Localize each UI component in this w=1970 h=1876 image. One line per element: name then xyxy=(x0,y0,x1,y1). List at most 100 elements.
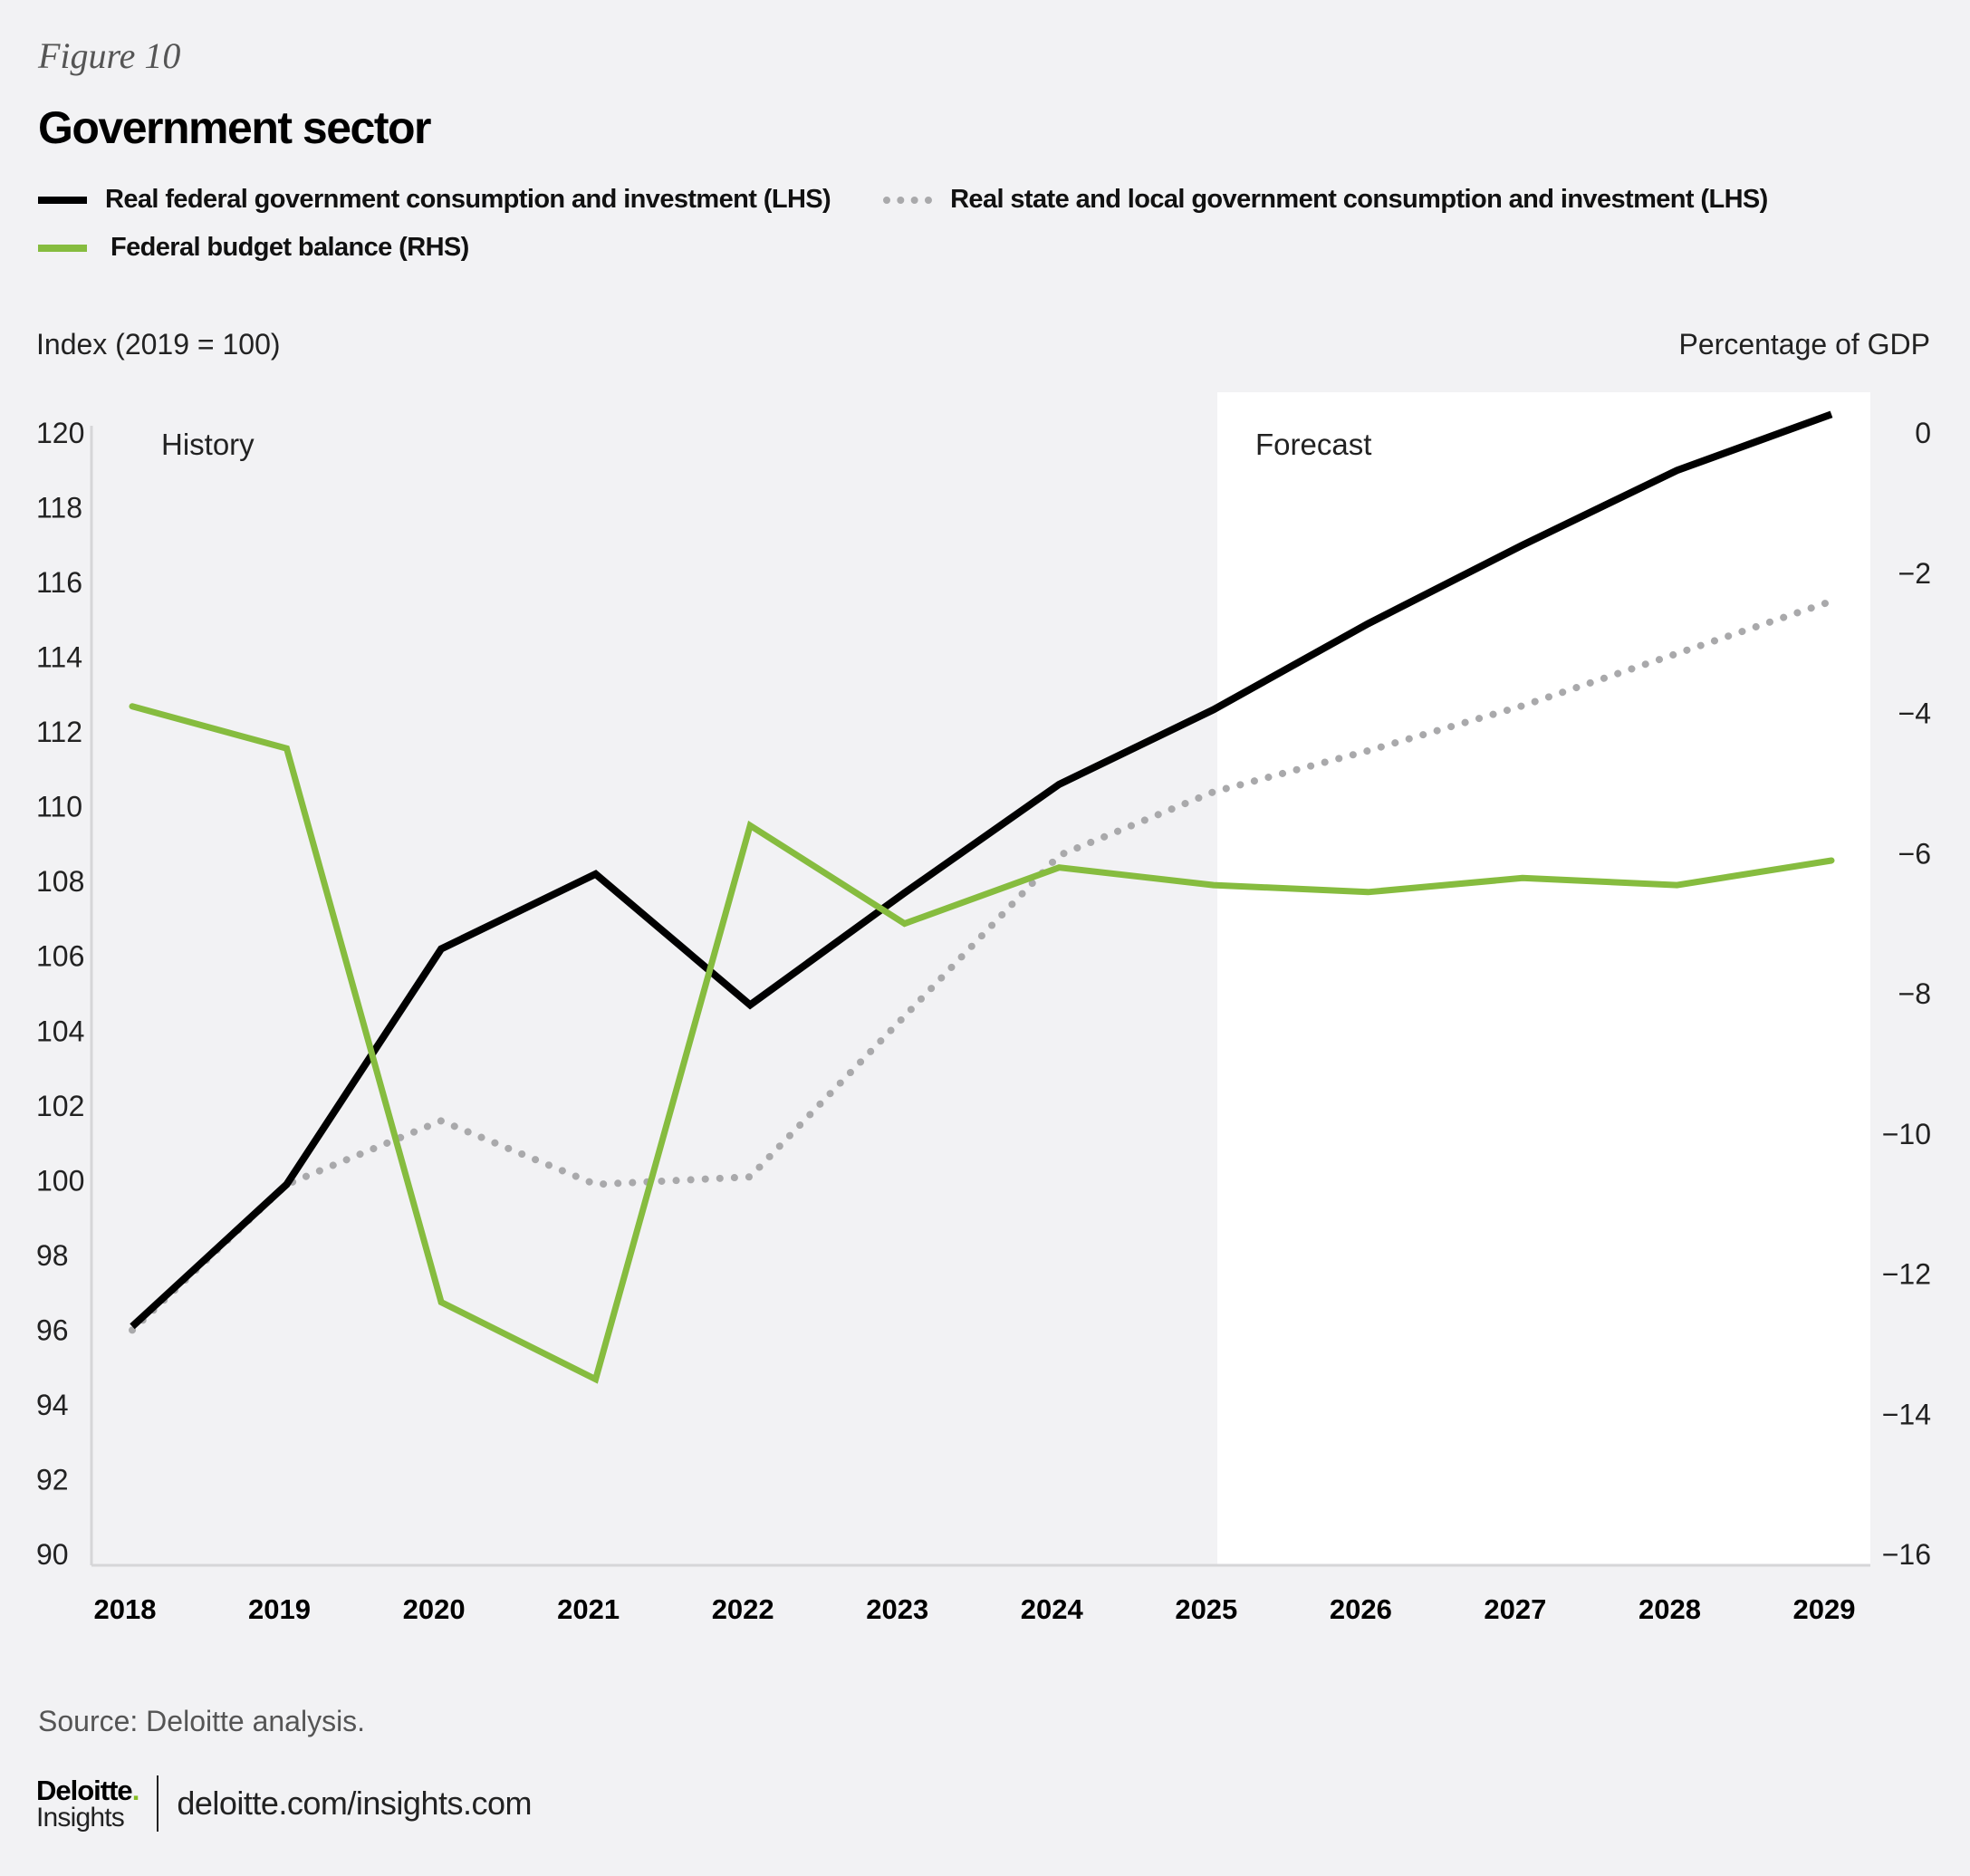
data-point-federal xyxy=(593,871,599,877)
data-point-federal xyxy=(1829,411,1834,417)
data-point-state-local xyxy=(747,1174,753,1179)
data-point-budget-balance xyxy=(130,704,135,709)
x-tick-label: 2028 xyxy=(1638,1593,1701,1625)
left-tick-label: 96 xyxy=(36,1313,69,1346)
footer: Deloitte. Insights deloitte.com/insights… xyxy=(36,1775,532,1832)
x-axis-ticks: 2018 2019 2020 2021 2022 2023 2024 2025 2026 2027… xyxy=(94,1593,1856,1625)
right-tick-label: −16 xyxy=(1882,1538,1931,1571)
data-point-state-local xyxy=(438,1118,444,1123)
data-point-federal xyxy=(1056,782,1062,787)
legend-label: Federal budget balance (RHS) xyxy=(111,233,469,262)
data-point-budget-balance xyxy=(438,1300,444,1305)
data-point-budget-balance xyxy=(593,1377,599,1382)
data-point-budget-balance xyxy=(1829,858,1834,863)
legend-swatch-solid-green xyxy=(38,244,87,252)
data-point-budget-balance xyxy=(902,921,908,927)
history-label: History xyxy=(161,428,255,461)
deloitte-insights-logo: Deloitte. Insights xyxy=(36,1776,139,1832)
data-point-federal xyxy=(438,947,444,952)
x-tick-label: 2027 xyxy=(1484,1593,1546,1625)
right-axis-ticks: 0 −2 −4 −6 −8 −10 −12 −14 −16 xyxy=(1882,417,1931,1571)
x-tick-label: 2029 xyxy=(1793,1593,1856,1625)
x-tick-label: 2019 xyxy=(248,1593,311,1625)
left-axis-title: Index (2019 = 100) xyxy=(36,328,281,361)
data-point-budget-balance xyxy=(284,746,290,751)
chart-title: Government sector xyxy=(38,102,431,153)
data-point-state-local xyxy=(1675,651,1680,657)
right-tick-label: −8 xyxy=(1898,977,1931,1010)
left-tick-label: 120 xyxy=(36,417,84,449)
left-tick-label: 92 xyxy=(36,1463,69,1496)
right-tick-label: −2 xyxy=(1898,557,1931,590)
logo-wordmark: Deloitte. xyxy=(36,1776,139,1804)
x-tick-label: 2020 xyxy=(403,1593,466,1625)
source-note: Source: Deloitte analysis. xyxy=(38,1705,366,1737)
logo-green-dot: . xyxy=(131,1774,140,1806)
x-tick-label: 2025 xyxy=(1175,1593,1237,1625)
right-tick-label: 0 xyxy=(1915,417,1931,449)
data-point-federal xyxy=(1365,621,1370,627)
legend-label: Real federal government consumption and … xyxy=(105,185,831,214)
data-point-budget-balance xyxy=(1675,882,1680,888)
data-point-federal xyxy=(1675,467,1680,473)
left-tick-label: 110 xyxy=(36,791,82,823)
left-tick-label: 116 xyxy=(36,566,82,599)
left-tick-label: 90 xyxy=(36,1538,69,1571)
legend-item-budget: Federal budget balance (RHS) xyxy=(38,233,469,263)
left-tick-label: 106 xyxy=(36,940,84,973)
series-layer xyxy=(129,410,1835,1384)
footer-divider xyxy=(157,1775,159,1832)
data-point-federal xyxy=(130,1323,135,1329)
data-point-state-local xyxy=(1365,748,1370,754)
x-tick-label: 2024 xyxy=(1021,1593,1084,1625)
legend-label: Real state and local government consumpt… xyxy=(950,185,1768,214)
data-point-state-local xyxy=(1520,703,1525,708)
figure-label: Figure 10 xyxy=(38,35,181,76)
logo-subtitle: Insights xyxy=(36,1802,125,1833)
data-point-budget-balance xyxy=(1211,882,1216,888)
logo-text: Deloitte xyxy=(36,1774,133,1806)
data-point-federal xyxy=(747,1002,753,1007)
data-point-budget-balance xyxy=(747,823,753,828)
left-tick-label: 104 xyxy=(36,1015,84,1047)
right-tick-label: −14 xyxy=(1882,1398,1931,1430)
data-point-budget-balance xyxy=(1520,875,1525,880)
left-tick-label: 114 xyxy=(36,641,82,674)
data-point-budget-balance xyxy=(1365,890,1370,895)
legend-swatch-solid-black xyxy=(38,196,87,204)
left-tick-label: 108 xyxy=(36,865,84,898)
series-line-federal xyxy=(130,410,1833,1330)
data-point-federal xyxy=(284,1182,290,1188)
series-line-budget-balance xyxy=(129,703,1835,1384)
x-tick-label: 2022 xyxy=(712,1593,774,1625)
legend-row-2: Federal budget balance (RHS) xyxy=(38,233,522,263)
x-tick-label: 2023 xyxy=(866,1593,928,1625)
right-axis-title: Percentage of GDP xyxy=(1678,328,1930,361)
data-point-state-local xyxy=(1056,852,1062,858)
data-point-budget-balance xyxy=(1056,865,1062,871)
left-tick-label: 94 xyxy=(36,1389,69,1421)
left-tick-label: 98 xyxy=(36,1239,69,1272)
x-tick-label: 2018 xyxy=(94,1593,157,1625)
x-tick-label: 2026 xyxy=(1330,1593,1392,1625)
left-tick-label: 112 xyxy=(36,716,82,748)
data-point-state-local xyxy=(593,1182,599,1188)
right-tick-label: −6 xyxy=(1898,837,1931,870)
legend-item-federal: Real federal government consumption and … xyxy=(38,185,831,215)
left-tick-label: 102 xyxy=(36,1090,84,1122)
data-point-federal xyxy=(1211,707,1216,712)
series-line-state-local xyxy=(129,597,1835,1334)
data-point-state-local xyxy=(1211,789,1216,794)
forecast-region xyxy=(1217,392,1870,1565)
right-tick-label: −12 xyxy=(1882,1258,1931,1291)
data-point-federal xyxy=(1520,543,1525,548)
left-tick-label: 118 xyxy=(36,492,82,524)
data-point-state-local xyxy=(1829,599,1834,604)
legend-row-1: Real federal government consumption and … xyxy=(38,185,1821,215)
footer-url[interactable]: deloitte.com/insights.com xyxy=(177,1785,532,1822)
left-axis-ticks: 120 118 116 114 112 110 108 106 104 102 100 98 96 94 9… xyxy=(36,417,84,1571)
x-tick-label: 2021 xyxy=(557,1593,620,1625)
right-tick-label: −4 xyxy=(1898,697,1931,730)
data-point-federal xyxy=(902,890,908,896)
